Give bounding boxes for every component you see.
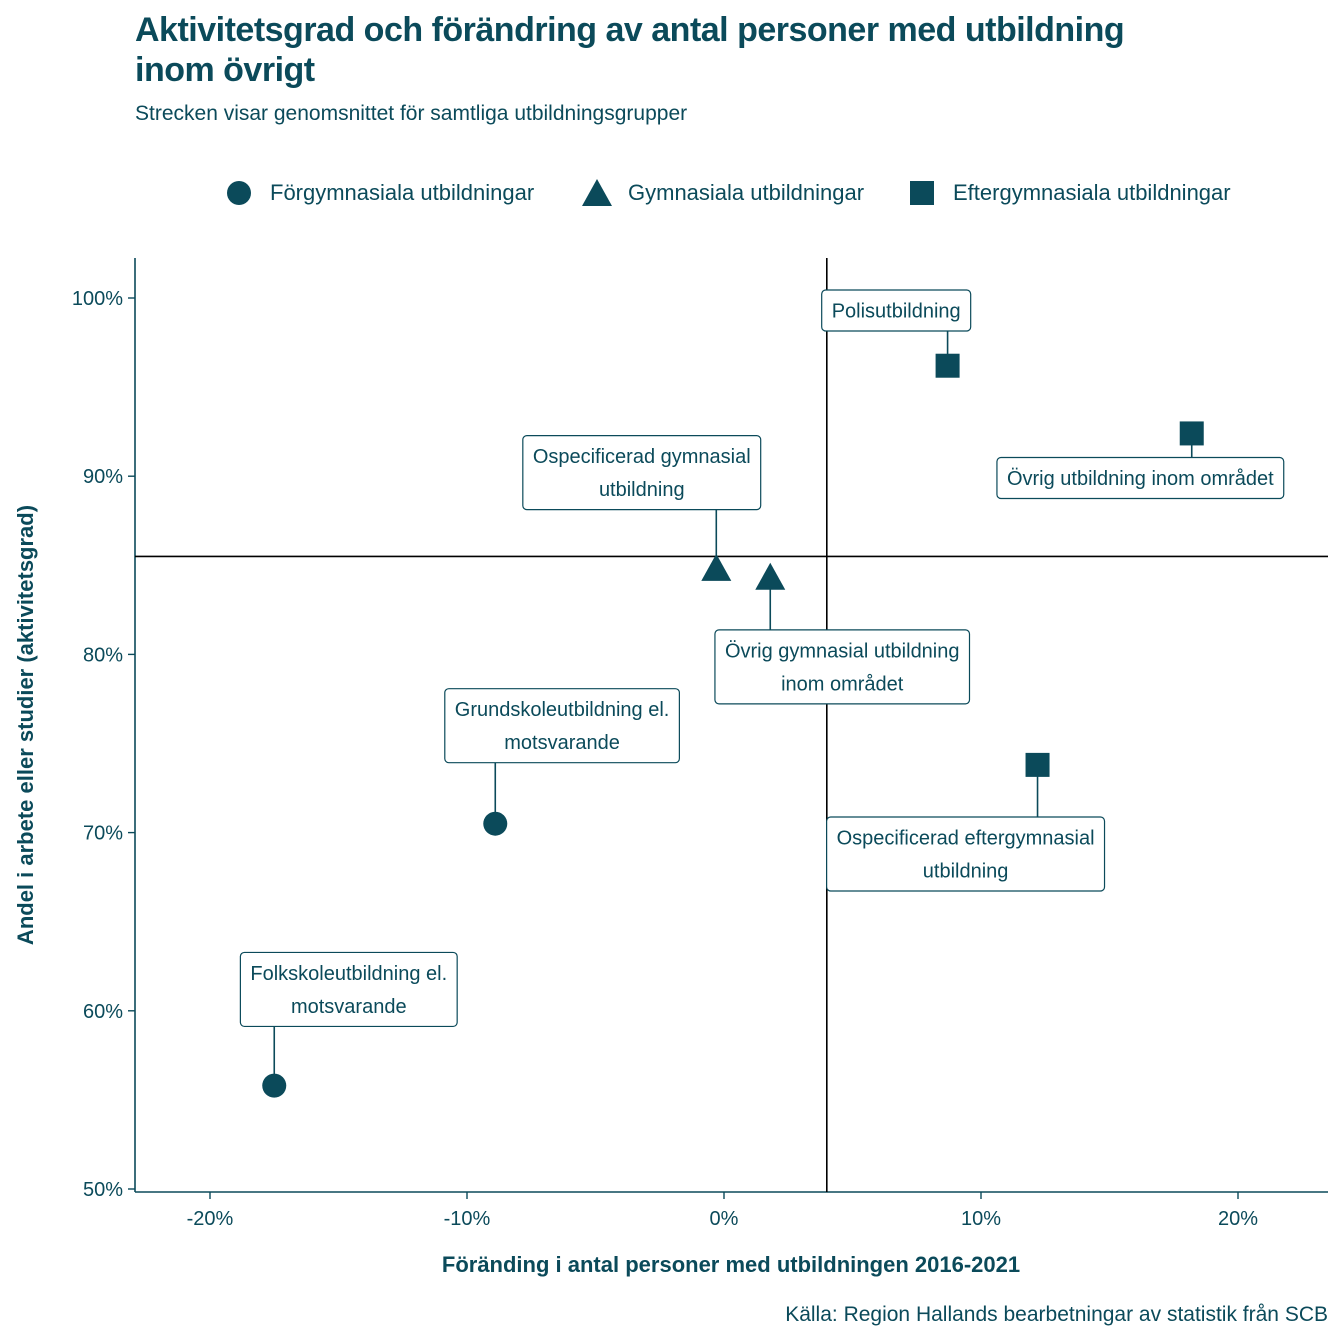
legend-item-eftergymnasiala: Eftergymnasiala utbildningar xyxy=(905,176,1231,210)
y-tick-label: 100% xyxy=(72,288,123,310)
square-icon xyxy=(910,181,934,205)
point-label: Ospecificerad gymnasial xyxy=(533,446,751,468)
data-point-square xyxy=(935,353,960,378)
point-label: motsvarande xyxy=(291,996,407,1018)
legend-item-gymnasiala: Gymnasiala utbildningar xyxy=(580,176,864,210)
x-tick-label: -20% xyxy=(187,1208,234,1230)
label-box xyxy=(444,688,680,764)
data-point-circle xyxy=(483,811,508,836)
triangle-icon xyxy=(582,179,612,206)
y-tick-label: 90% xyxy=(83,466,123,488)
y-tick-label: 50% xyxy=(83,1179,123,1201)
legend-item-forgymnasiala: Förgymnasiala utbildningar xyxy=(222,176,534,210)
data-point-circle xyxy=(262,1073,287,1098)
x-tick-label: 0% xyxy=(710,1208,739,1230)
y-tick-label: 70% xyxy=(83,823,123,845)
point-label: Grundskoleutbildning el. xyxy=(455,699,670,721)
point-label: utbildning xyxy=(599,479,685,501)
data-point-square xyxy=(1025,752,1050,777)
point-label: Folkskoleutbildning el. xyxy=(250,963,447,985)
legend-label-gymnasiala: Gymnasiala utbildningar xyxy=(628,180,865,205)
y-tick-label: 80% xyxy=(83,644,123,666)
source-note: Källa: Region Hallands bearbetningar av … xyxy=(785,1303,1328,1326)
label-box xyxy=(239,951,458,1028)
point-label: Ospecificerad eftergymnasial xyxy=(837,827,1095,849)
point-label: utbildning xyxy=(923,860,1009,882)
legend-label-forgymnasiala: Förgymnasiala utbildningar xyxy=(270,180,535,205)
label-box xyxy=(821,289,972,332)
circle-icon xyxy=(227,181,251,205)
data-point-triangle xyxy=(701,553,732,581)
point-label: inom området xyxy=(781,673,904,695)
data-point-triangle xyxy=(755,562,786,590)
label-box xyxy=(522,435,762,511)
point-label: Övrig gymnasial utbildning xyxy=(725,640,960,662)
x-tick-label: 10% xyxy=(961,1208,1001,1230)
chart-title: Aktivitetsgrad och förändring av antal p… xyxy=(135,11,1125,89)
label-box xyxy=(826,816,1106,892)
label-box xyxy=(714,629,971,705)
point-label: Övrig utbildning inom området xyxy=(1007,468,1274,490)
point-label: motsvarande xyxy=(504,732,620,754)
legend-label-eftergymnasiala: Eftergymnasiala utbildningar xyxy=(953,180,1231,205)
x-axis-label: Föränding i antal personer med utbildnin… xyxy=(441,1252,1021,1277)
y-axis-label: Andel i arbete eller studier (aktivitets… xyxy=(13,504,38,946)
data-point-square xyxy=(1179,421,1204,446)
y-tick-label: 60% xyxy=(83,1001,123,1023)
chart-subtitle: Strecken visar genomsnittet för samtliga… xyxy=(135,102,688,125)
label-box xyxy=(996,456,1285,500)
point-label: Polisutbildning xyxy=(832,300,961,322)
x-tick-label: -10% xyxy=(444,1208,491,1230)
x-tick-label: 20% xyxy=(1218,1208,1258,1230)
